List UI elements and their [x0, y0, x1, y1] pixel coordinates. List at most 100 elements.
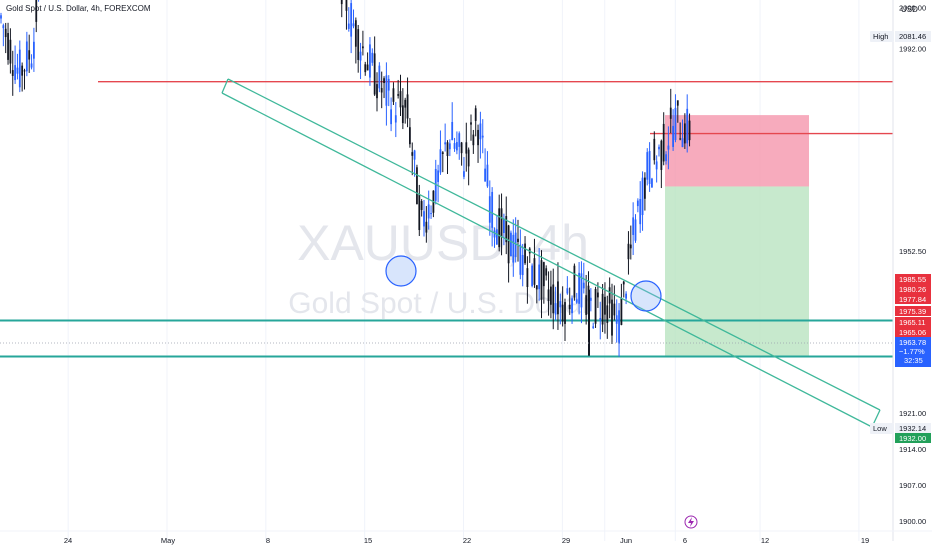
- lightning-icon: [688, 517, 694, 527]
- candle-body: [357, 29, 360, 60]
- candle: [25, 31, 28, 77]
- candle-body: [667, 145, 670, 150]
- candle-body: [510, 232, 512, 257]
- price-tag-badge: [870, 31, 894, 42]
- candle-body: [611, 299, 613, 336]
- candle: [2, 23, 5, 47]
- candle: [641, 171, 644, 231]
- candle-body: [371, 52, 374, 63]
- candle-body: [383, 78, 385, 84]
- candle-body: [625, 293, 627, 299]
- candle-body: [519, 244, 522, 275]
- price-tag-badge-text: High: [873, 32, 888, 41]
- price-tag-value: 1963.78: [899, 338, 926, 347]
- candle: [362, 30, 364, 56]
- candles: [0, 0, 691, 357]
- x-tick-label: 12: [761, 536, 769, 545]
- candle: [512, 219, 515, 277]
- candle: [477, 124, 479, 163]
- candle-body: [479, 123, 482, 140]
- candle-body: [575, 299, 578, 303]
- candle-body: [350, 3, 353, 37]
- price-tag-bg: [895, 423, 931, 434]
- candle: [383, 76, 385, 99]
- candle-body: [11, 70, 14, 76]
- candle-body: [453, 143, 456, 149]
- candle: [608, 277, 611, 319]
- candle: [394, 102, 397, 138]
- candle-body: [21, 65, 24, 76]
- price-tag: Low 1932.14: [870, 423, 931, 434]
- candle-body: [413, 150, 416, 160]
- candle-body: [467, 149, 470, 167]
- candle: [500, 193, 503, 256]
- candle: [573, 263, 576, 301]
- price-tag-change: −1.77%: [899, 347, 925, 356]
- candle: [552, 268, 555, 330]
- candle: [390, 97, 392, 132]
- price-tag: 1975.39: [895, 306, 931, 316]
- x-tick-label: Jun: [620, 536, 632, 545]
- candle: [679, 122, 682, 141]
- candle: [409, 118, 411, 148]
- highlight-circle: [385, 255, 417, 287]
- price-tag-bg: [895, 306, 931, 316]
- price-tag-value: 1932.00: [899, 434, 926, 443]
- candle: [627, 231, 630, 275]
- y-tick-label: 1952.50: [899, 247, 926, 256]
- candle-body: [580, 273, 583, 308]
- currency-label: USD: [901, 5, 918, 14]
- candle: [592, 322, 595, 329]
- candle-body: [533, 258, 536, 285]
- candle-body: [599, 317, 602, 321]
- candle-body: [397, 94, 400, 96]
- candle: [427, 190, 430, 230]
- x-tick-label: 15: [364, 536, 372, 545]
- candle-body: [676, 100, 679, 106]
- x-tick-label: 22: [463, 536, 471, 545]
- candle-body: [681, 138, 684, 148]
- candle-body: [500, 208, 503, 237]
- candle-body: [486, 164, 489, 187]
- candle-body: [601, 293, 604, 325]
- candle: [359, 42, 362, 80]
- candle-body: [608, 287, 611, 304]
- candle-body: [568, 304, 571, 310]
- candle-body: [552, 284, 555, 314]
- candle: [622, 280, 625, 298]
- candle: [399, 74, 402, 116]
- candle: [519, 229, 522, 280]
- candle-body: [401, 105, 404, 124]
- candle: [632, 202, 635, 256]
- candle: [401, 88, 404, 130]
- price-tag: 1965.06: [895, 327, 931, 337]
- candle-body: [9, 39, 12, 64]
- candle: [354, 17, 357, 64]
- candle: [397, 79, 400, 99]
- candle: [425, 206, 428, 243]
- candle: [613, 285, 616, 321]
- price-tag-value: 2081.46: [899, 32, 926, 41]
- candle-body: [613, 303, 616, 316]
- candle: [686, 94, 689, 153]
- price-tag: 1965.11: [895, 317, 931, 327]
- candle: [350, 0, 353, 54]
- candle: [470, 114, 472, 141]
- candle: [9, 28, 12, 74]
- candle-body: [493, 230, 496, 238]
- price-tag-bg: [895, 284, 931, 294]
- price-tag-bg: [895, 337, 931, 367]
- candle-body: [618, 310, 620, 344]
- candle: [535, 285, 538, 304]
- candle: [479, 111, 482, 159]
- candle-body: [465, 142, 468, 154]
- candle: [585, 274, 588, 325]
- candle-body: [653, 138, 656, 161]
- candle: [347, 7, 350, 32]
- candle-body: [615, 315, 618, 324]
- candle: [531, 263, 533, 288]
- candle: [7, 22, 9, 65]
- candle: [434, 159, 437, 205]
